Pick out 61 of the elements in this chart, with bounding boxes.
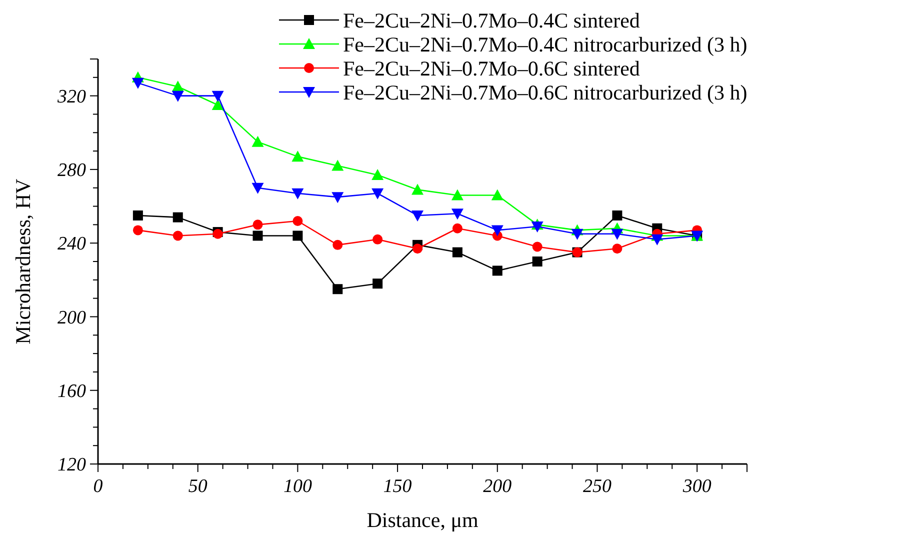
- y-axis-title: Microhardness, HV: [11, 178, 35, 344]
- y-tick-label: 160: [58, 381, 86, 402]
- point: [532, 256, 542, 266]
- legend-label: Fe–2Cu–2Ni–0.7Mo–0.4C sintered: [343, 8, 640, 32]
- legend-label: Fe–2Cu–2Ni–0.7Mo–0.6C sintered: [343, 56, 640, 80]
- y-tick-label: 320: [56, 86, 86, 108]
- x-tick-label: 200: [483, 476, 512, 497]
- point: [491, 225, 504, 236]
- point: [292, 188, 304, 200]
- point: [611, 228, 624, 240]
- point: [412, 210, 424, 222]
- point: [252, 136, 264, 147]
- point: [292, 150, 304, 162]
- y-tick-label: 200: [58, 307, 86, 328]
- x-tick-label: 0: [93, 476, 104, 497]
- point: [571, 228, 584, 240]
- y-tick-label: 120: [58, 454, 86, 476]
- point: [612, 210, 622, 220]
- point: [372, 234, 383, 244]
- x-tick-label: 300: [682, 476, 712, 497]
- point: [372, 188, 384, 200]
- point: [451, 189, 464, 200]
- point: [332, 160, 344, 171]
- point: [252, 220, 263, 230]
- x-tick-label: 250: [582, 476, 612, 497]
- x-tick-label: 100: [283, 476, 312, 497]
- point: [132, 78, 144, 89]
- y-tick-label: 240: [58, 234, 86, 255]
- point: [172, 212, 183, 222]
- point: [332, 192, 344, 204]
- point: [451, 208, 464, 220]
- point: [212, 90, 224, 102]
- legend-label: Fe–2Cu–2Ni–0.7Mo–0.6C nitrocarburized (3 h): [343, 80, 748, 104]
- point: [412, 244, 423, 254]
- point: [532, 242, 542, 252]
- point: [372, 168, 384, 180]
- point: [132, 225, 143, 236]
- point: [292, 216, 303, 226]
- point: [492, 266, 502, 276]
- point: [132, 210, 143, 220]
- point: [452, 223, 462, 234]
- x-tick-label: 150: [383, 476, 412, 497]
- point: [452, 247, 462, 258]
- point: [491, 189, 504, 200]
- point: [292, 230, 303, 241]
- point: [372, 278, 383, 289]
- point: [332, 284, 343, 294]
- point: [531, 222, 544, 233]
- point: [412, 184, 424, 195]
- y-tick-label: 280: [58, 160, 86, 182]
- point: [212, 99, 224, 110]
- point: [252, 230, 263, 241]
- point: [252, 182, 264, 194]
- x-tick-label: 50: [188, 476, 208, 497]
- point: [651, 234, 664, 246]
- x-axis-title: Distance, μm: [366, 508, 478, 532]
- legend-label: Fe–2Cu–2Ni–0.7Mo–0.4C nitrocarburized (3 h): [343, 32, 748, 56]
- point: [172, 90, 184, 102]
- point: [612, 244, 622, 254]
- point: [172, 230, 183, 241]
- point: [332, 240, 343, 250]
